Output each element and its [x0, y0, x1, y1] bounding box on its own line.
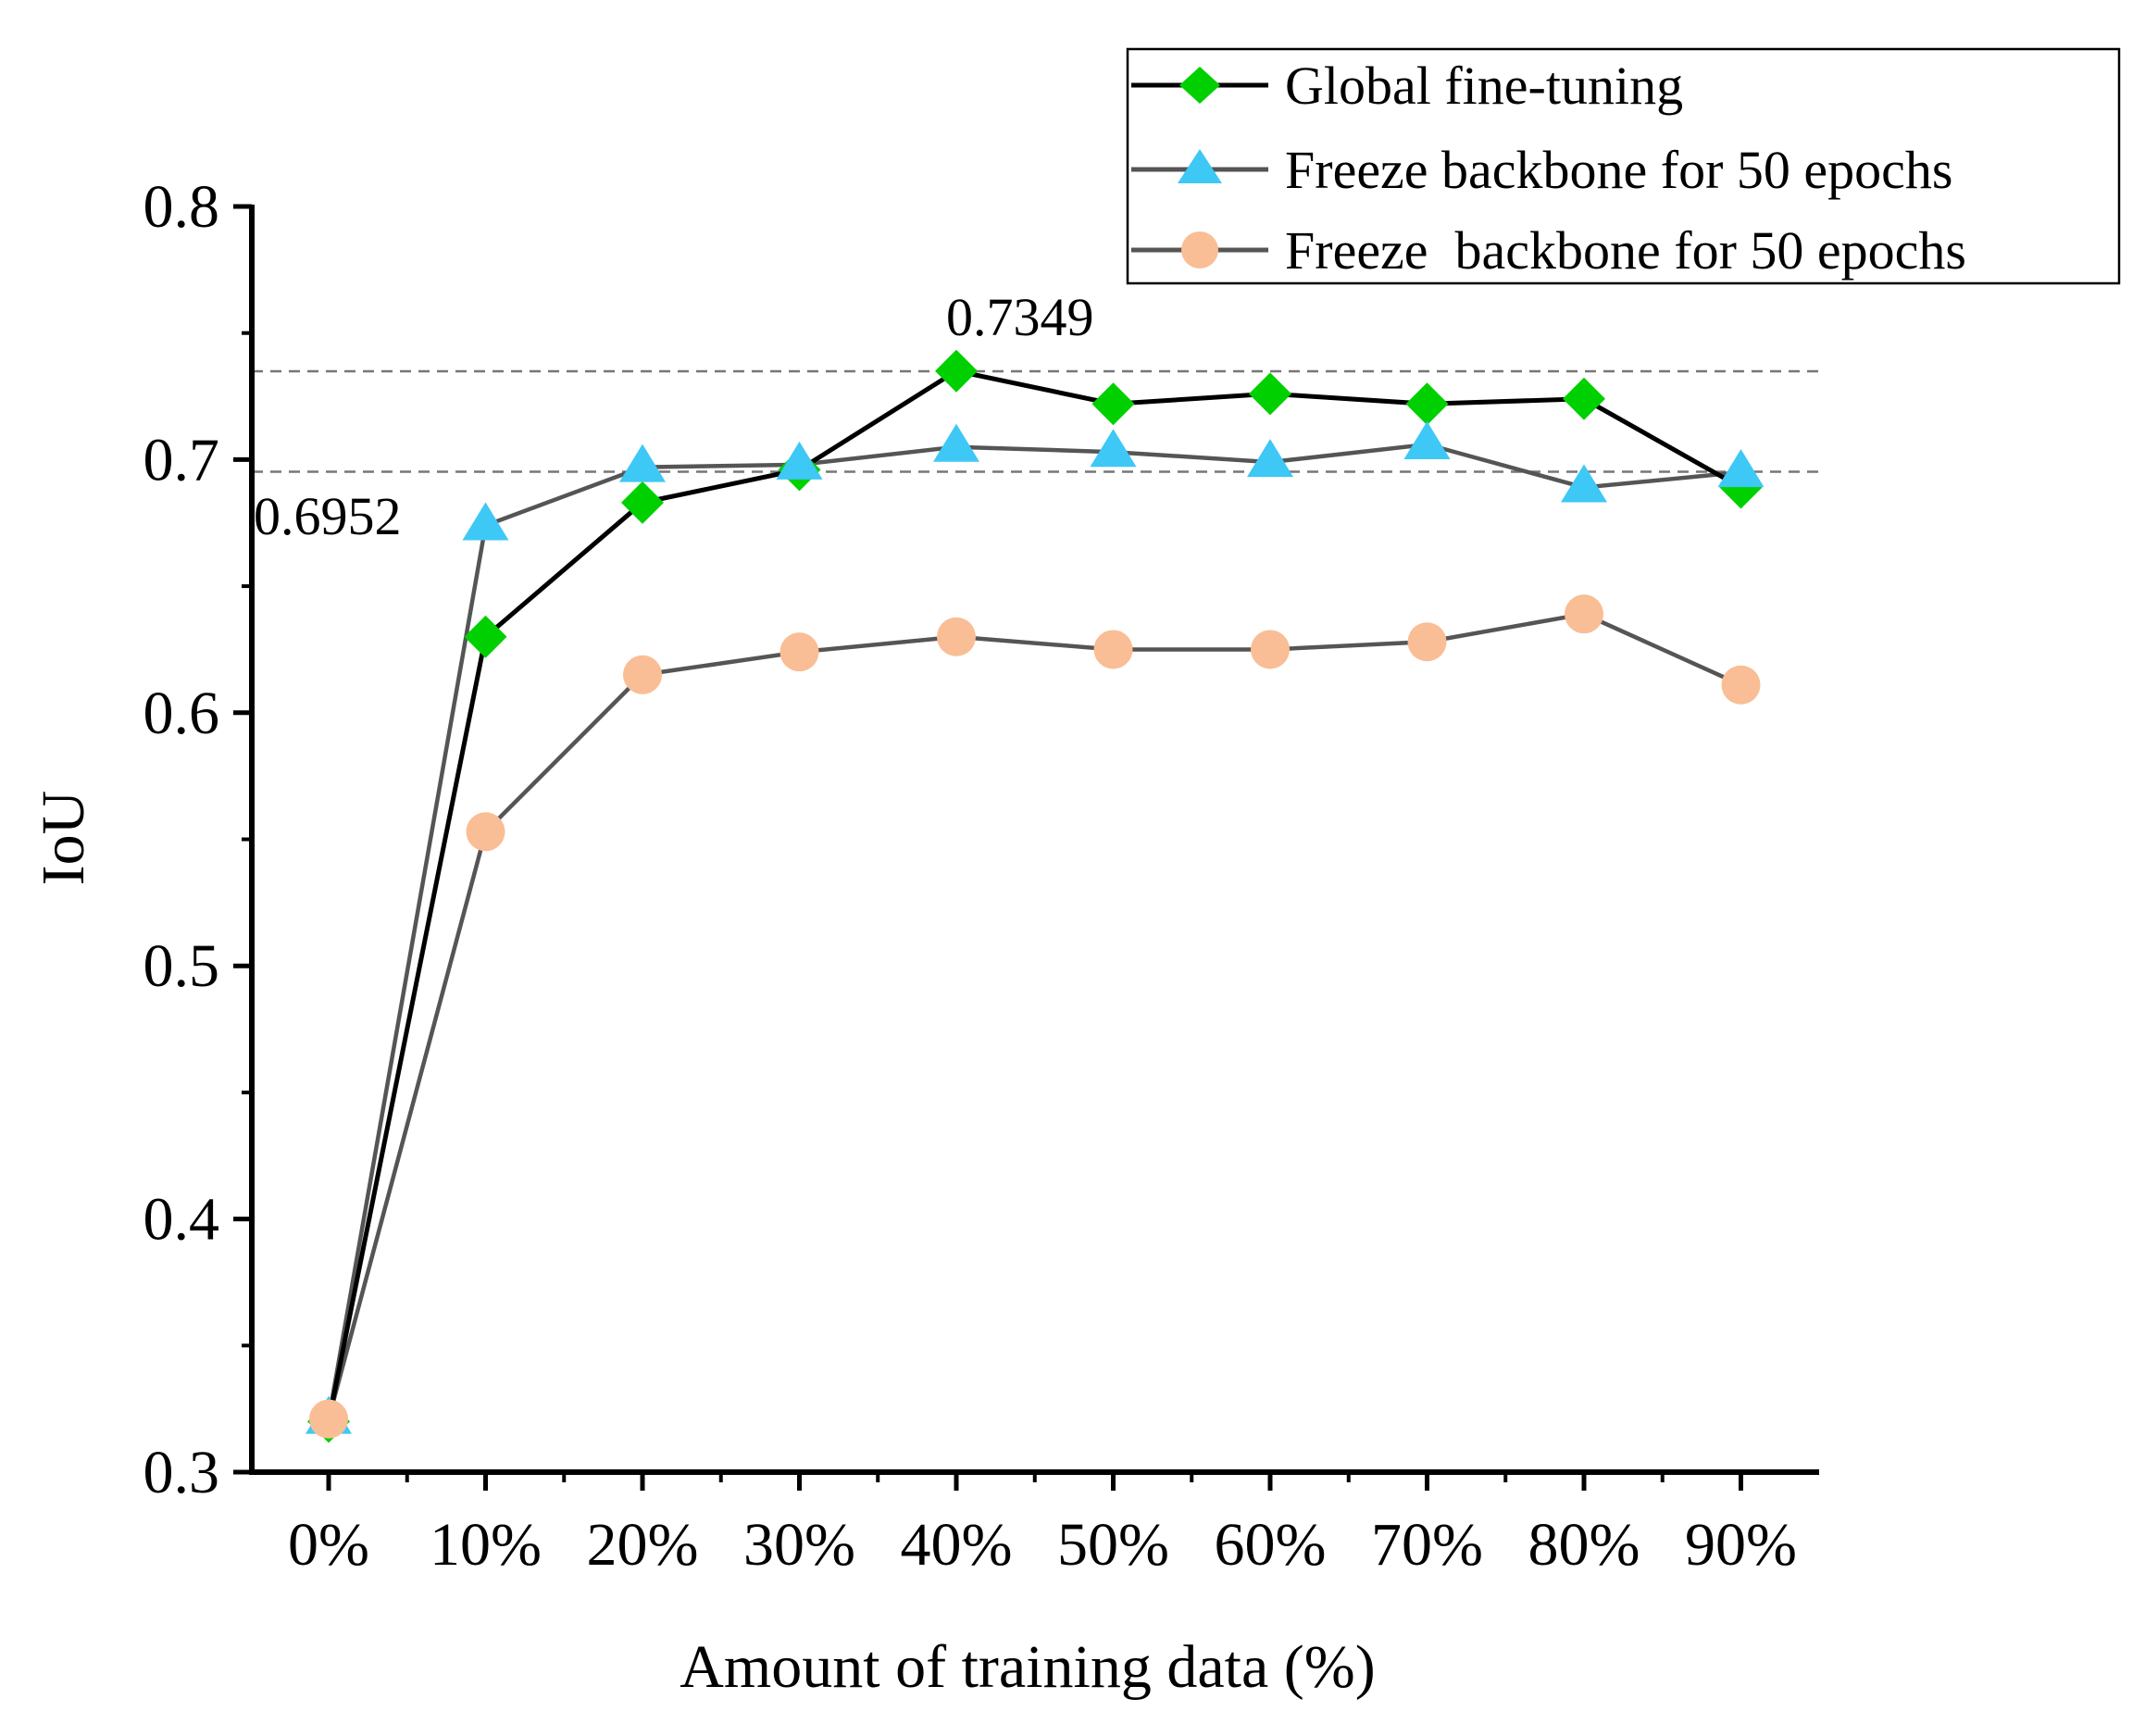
- y-tick-label: 0.7: [143, 426, 220, 493]
- series: [306, 349, 1765, 1443]
- y-tick-label: 0.6: [143, 680, 220, 747]
- triangle-point: [1561, 464, 1607, 503]
- x-tick-label: 30%: [743, 1511, 855, 1579]
- diamond-point: [935, 349, 978, 393]
- diamond-point: [1405, 382, 1449, 426]
- circle-point: [1093, 630, 1133, 669]
- triangle-point: [776, 441, 823, 480]
- legend-triangle-marker: [1178, 149, 1222, 183]
- legend-label-freeze: Freeze backbone for 50 epochs: [1285, 140, 1952, 200]
- triangle-point: [1717, 449, 1765, 488]
- legend-item-freeze-backbone-2: Freeze backbone for 50 epochs: [1131, 220, 1966, 281]
- x-tick-label: 90%: [1685, 1511, 1797, 1579]
- y-tick-label: 0.4: [143, 1186, 220, 1254]
- circle-point: [623, 655, 662, 694]
- reference-lines: 0.7349 0.6952: [252, 287, 1819, 546]
- y-tick-label: 0.3: [143, 1439, 220, 1506]
- x-tick-label: 50%: [1057, 1511, 1169, 1579]
- diamond-point: [1563, 377, 1605, 420]
- diamond-point: [464, 615, 507, 658]
- circle-point: [779, 632, 819, 672]
- reference-label-1: 0.6952: [254, 486, 402, 546]
- x-tick-label: 60%: [1215, 1511, 1327, 1579]
- x-tick-label: 40%: [901, 1511, 1013, 1579]
- circle-point: [466, 812, 505, 852]
- diamond-point: [621, 481, 664, 524]
- x-tick-label: 10%: [430, 1511, 542, 1579]
- legend-circle-marker: [1181, 231, 1218, 269]
- reference-label-0: 0.7349: [946, 287, 1094, 347]
- circle-point: [1721, 665, 1761, 705]
- x-tick-label: 70%: [1371, 1511, 1483, 1579]
- circle-point: [937, 617, 976, 656]
- x-tick-label: 0%: [288, 1511, 369, 1579]
- legend-item-global-fine-tuning: Global fine-tuning: [1131, 56, 1683, 116]
- circle-point: [1407, 622, 1447, 662]
- legend: Global fine-tuning Freeze backbone for 5…: [1126, 47, 2121, 285]
- diamond-point: [1249, 372, 1291, 416]
- x-tick-label: 80%: [1528, 1511, 1640, 1579]
- triangle-point: [1247, 439, 1293, 478]
- diamond-point: [1091, 382, 1135, 426]
- axes: 0.3 0.4 0.5 0.6 0.7 0.8 0% 10% 20% 30% 40% 50% 60% 70…: [143, 173, 1819, 1579]
- triangle-point: [1403, 420, 1451, 459]
- circle-point: [1251, 630, 1290, 669]
- legend-label-freeze-2: Freeze backbone for 50 epochs: [1285, 220, 1966, 281]
- series-line-0: [326, 368, 1742, 1422]
- legend-item-freeze-backbone: Freeze backbone for 50 epochs: [1131, 140, 1952, 200]
- triangle-point: [1090, 429, 1137, 468]
- y-axis-label: IoU: [30, 791, 97, 886]
- circle-point: [1565, 594, 1603, 634]
- y-tick-label: 0.5: [143, 932, 220, 1000]
- y-tick-label: 0.8: [143, 173, 220, 241]
- legend-label-global: Global fine-tuning: [1285, 56, 1683, 116]
- series-line-2: [326, 611, 1742, 1420]
- triangle-point: [462, 502, 509, 541]
- x-tick-label: 20%: [587, 1511, 699, 1579]
- legend-diamond-marker: [1179, 67, 1220, 104]
- triangle-point: [619, 443, 666, 482]
- series-line-1: [326, 442, 1741, 1419]
- x-axis-label: Amount of training data (%): [680, 1633, 1375, 1701]
- legend-box: [1126, 47, 2121, 285]
- circle-point: [309, 1399, 348, 1439]
- triangle-point: [933, 423, 979, 462]
